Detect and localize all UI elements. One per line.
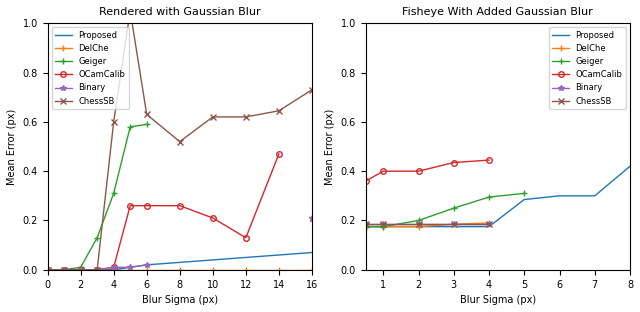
X-axis label: Blur Sigma (px): Blur Sigma (px)	[141, 295, 218, 305]
Title: Fisheye With Added Gaussian Blur: Fisheye With Added Gaussian Blur	[403, 7, 593, 17]
X-axis label: Blur Sigma (px): Blur Sigma (px)	[460, 295, 536, 305]
Legend: Proposed, DelChe, Geiger, OCamCalib, Binary, ChessSB: Proposed, DelChe, Geiger, OCamCalib, Bin…	[549, 27, 626, 109]
Y-axis label: Mean Error (px): Mean Error (px)	[325, 108, 335, 185]
Y-axis label: Mean Error (px): Mean Error (px)	[7, 108, 17, 185]
Title: Rendered with Gaussian Blur: Rendered with Gaussian Blur	[99, 7, 260, 17]
Legend: Proposed, DelChe, Geiger, OCamCalib, Binary, ChessSB: Proposed, DelChe, Geiger, OCamCalib, Bin…	[52, 27, 129, 109]
